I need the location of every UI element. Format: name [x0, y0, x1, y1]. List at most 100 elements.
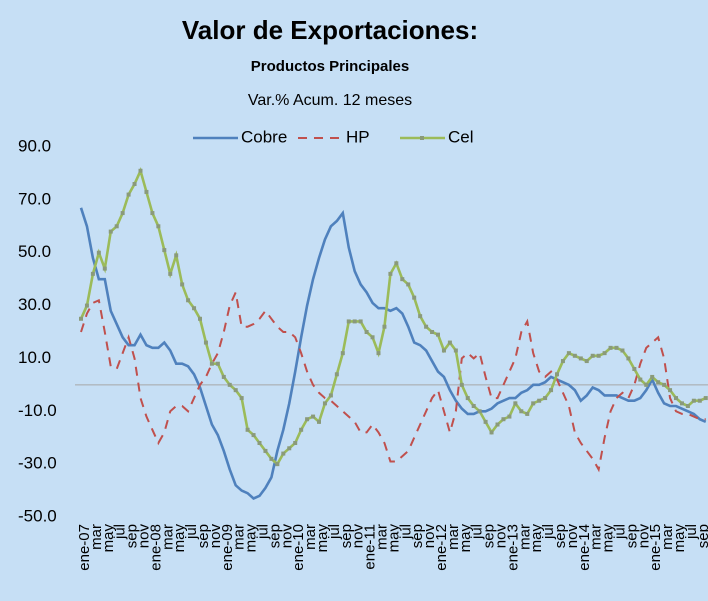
series-marker	[679, 401, 684, 406]
series-marker	[412, 295, 417, 300]
series-marker	[150, 211, 155, 216]
series-marker	[156, 224, 161, 229]
series-marker	[293, 441, 298, 445]
series-marker	[162, 248, 167, 253]
series-marker	[566, 351, 571, 356]
series-marker	[174, 253, 179, 258]
series-marker	[453, 348, 458, 353]
series-marker	[400, 277, 405, 282]
y-tick-label: 90.0	[18, 136, 51, 155]
series-marker	[394, 261, 399, 266]
x-tick-label: jul	[540, 524, 557, 540]
y-tick-label: 30.0	[18, 295, 51, 314]
y-tick-label: 50.0	[18, 242, 51, 261]
x-tick-label: sep	[481, 524, 498, 548]
series-marker	[519, 409, 524, 414]
series-marker	[596, 353, 601, 358]
series-marker	[531, 401, 536, 406]
series-marker	[477, 409, 482, 414]
x-tick-label: mar	[159, 524, 176, 550]
series-marker	[418, 314, 423, 319]
x-tick-label: jul	[254, 524, 271, 540]
series-marker	[209, 361, 214, 366]
series-marker	[281, 451, 286, 456]
y-tick-label: -50.0	[18, 506, 57, 525]
series-marker	[233, 388, 238, 393]
x-tick-label: sep	[695, 524, 708, 548]
series-marker	[608, 345, 613, 350]
series-marker	[96, 250, 101, 255]
series-marker	[674, 396, 678, 401]
x-tick-label: jul	[326, 524, 343, 540]
legend-label: Cel	[448, 127, 474, 146]
series-marker	[90, 271, 95, 276]
series-marker	[471, 404, 476, 408]
series-marker	[459, 382, 464, 387]
x-tick-label: mar	[373, 524, 390, 550]
series-marker	[697, 398, 702, 403]
x-tick-label: jul	[112, 524, 129, 540]
x-tick-label: may	[671, 524, 688, 553]
series-marker	[626, 356, 631, 361]
chart-note: Var.% Acum. 12 meses	[248, 92, 412, 109]
series-marker	[114, 224, 119, 229]
x-tick-label: may	[600, 524, 617, 553]
x-tick-label: may	[528, 524, 545, 553]
x-tick-label: nov	[350, 524, 367, 549]
x-tick-label: nov	[492, 524, 509, 549]
series-marker	[525, 411, 530, 416]
series-marker	[311, 414, 316, 419]
x-tick-label: mar	[588, 524, 605, 550]
x-tick-label: jul	[469, 524, 486, 540]
series-marker	[138, 168, 143, 173]
series-marker	[638, 377, 643, 382]
series-marker	[358, 319, 363, 324]
x-tick-label: sep	[124, 524, 141, 548]
series-marker	[382, 324, 387, 329]
x-tick-label: ene-10	[290, 524, 307, 571]
x-tick-label: nov	[135, 524, 152, 549]
series-line	[79, 166, 707, 467]
series-marker	[215, 361, 220, 366]
x-tick-label: jul	[397, 524, 414, 540]
series-marker	[263, 448, 268, 453]
series-marker	[668, 388, 673, 393]
series-marker	[430, 330, 435, 334]
series-marker	[305, 417, 310, 422]
series-marker	[632, 367, 637, 371]
series-marker	[543, 396, 548, 401]
series-marker	[489, 430, 494, 435]
series-marker	[364, 330, 369, 334]
series-marker	[495, 422, 500, 427]
series-marker	[644, 382, 649, 387]
series-marker	[322, 401, 327, 406]
series-marker	[227, 382, 232, 387]
x-tick-label: nov	[564, 524, 581, 549]
x-tick-label: ene-13	[504, 524, 521, 571]
series-marker	[346, 319, 351, 324]
series-marker	[269, 456, 274, 461]
series-marker	[317, 419, 321, 424]
series-marker	[275, 462, 280, 467]
series-marker	[620, 348, 625, 353]
series-marker	[168, 271, 173, 276]
x-tick-label: sep	[623, 524, 640, 548]
series-marker	[406, 282, 411, 287]
series-marker	[186, 298, 191, 303]
x-tick-label: ene-12	[433, 524, 450, 571]
x-tick-label: sep	[266, 524, 283, 548]
series-marker	[537, 398, 542, 403]
x-tick-label: sep	[552, 524, 569, 548]
series-marker	[144, 189, 149, 194]
series-marker	[180, 282, 185, 287]
series-marker	[376, 351, 381, 356]
series-marker	[370, 335, 375, 340]
series-marker	[192, 306, 197, 311]
x-tick-label: jul	[183, 524, 200, 540]
series-marker	[126, 192, 131, 197]
series-marker	[549, 388, 554, 393]
x-tick-label: jul	[683, 524, 700, 540]
legend-label: Cobre	[241, 127, 287, 146]
series-marker	[239, 396, 244, 401]
